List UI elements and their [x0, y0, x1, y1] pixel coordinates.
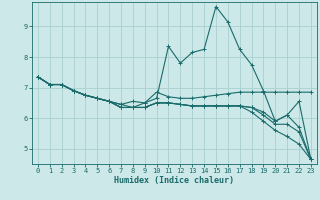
X-axis label: Humidex (Indice chaleur): Humidex (Indice chaleur) — [115, 176, 234, 185]
